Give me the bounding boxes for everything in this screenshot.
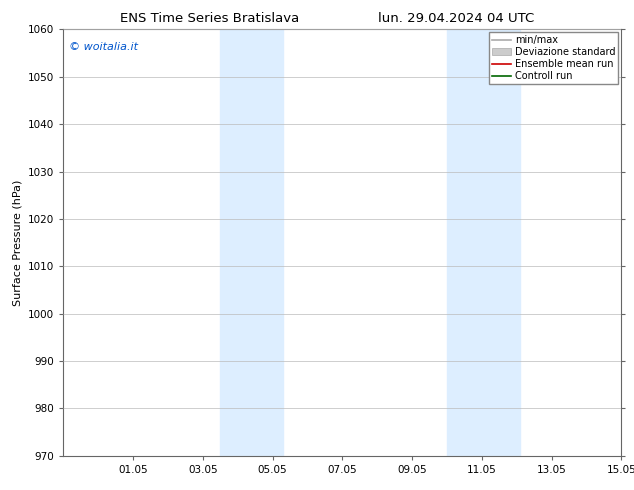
Text: lun. 29.04.2024 04 UTC: lun. 29.04.2024 04 UTC <box>378 12 534 25</box>
Legend: min/max, Deviazione standard, Ensemble mean run, Controll run: min/max, Deviazione standard, Ensemble m… <box>489 32 618 84</box>
Y-axis label: Surface Pressure (hPa): Surface Pressure (hPa) <box>13 179 23 306</box>
Bar <box>447 29 520 456</box>
Text: © woitalia.it: © woitalia.it <box>69 42 138 52</box>
Bar <box>221 29 283 456</box>
Text: ENS Time Series Bratislava: ENS Time Series Bratislava <box>120 12 299 25</box>
